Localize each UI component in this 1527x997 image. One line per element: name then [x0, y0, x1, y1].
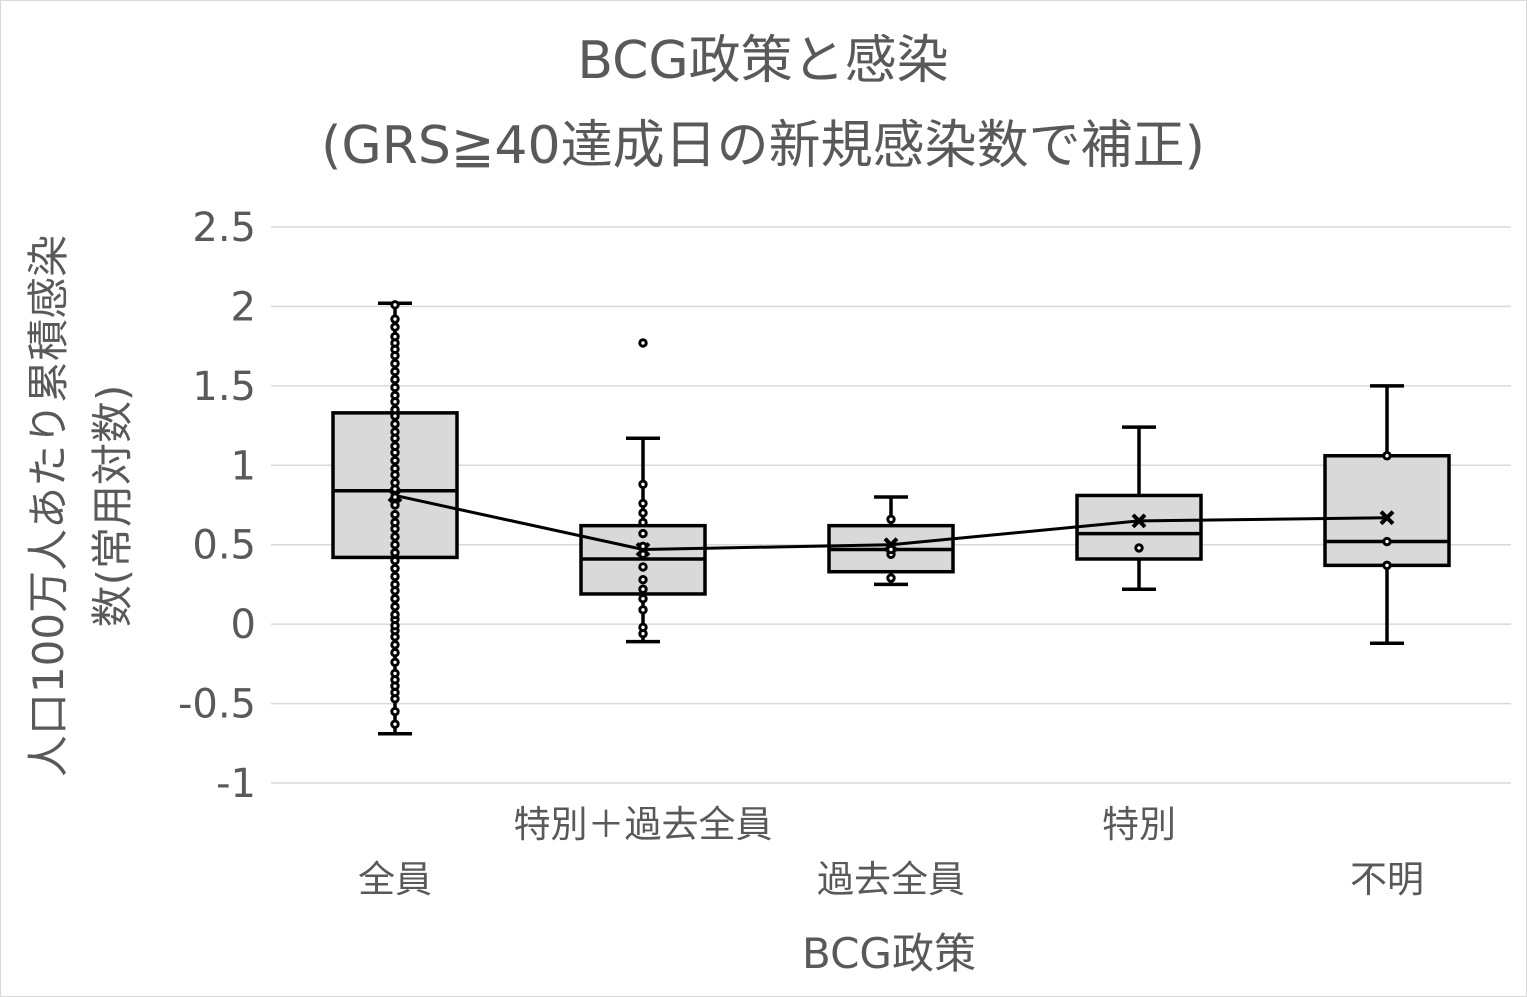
- y-tick-label: 1: [231, 443, 256, 489]
- data-points: [390, 300, 1392, 729]
- y-axis-title-line1: 人口100万人あたり累積感染: [24, 235, 73, 777]
- y-tick-label: 2.5: [192, 205, 256, 251]
- data-point: [390, 463, 400, 474]
- data-point: [390, 374, 400, 385]
- data-point: [638, 498, 648, 509]
- data-point: [390, 540, 400, 550]
- category-label: 不明: [1350, 858, 1424, 901]
- data-point: [1382, 536, 1392, 547]
- data-point: [390, 441, 400, 451]
- mean-marker-stroke: [1131, 513, 1147, 529]
- data-point: [390, 314, 400, 324]
- data-point: [886, 573, 896, 583]
- data-point: [390, 382, 400, 393]
- data-point: [390, 300, 400, 310]
- data-point: [390, 509, 400, 520]
- data-point: [638, 528, 648, 539]
- data-point: [390, 366, 400, 377]
- data-point: [390, 455, 400, 466]
- data-point: [390, 594, 400, 604]
- data-point: [638, 508, 648, 518]
- data-point: [390, 492, 400, 502]
- data-point: [390, 719, 400, 729]
- data-point: [390, 601, 400, 612]
- data-point: [390, 404, 400, 415]
- mean-marker: [1131, 513, 1147, 529]
- category-label: 全員: [358, 858, 432, 901]
- data-point: [390, 555, 400, 566]
- data-point: [390, 532, 400, 542]
- data-point: [390, 657, 400, 667]
- y-tick-label: 2: [231, 284, 256, 330]
- data-point: [886, 514, 896, 524]
- data-point: [638, 574, 648, 585]
- box: [1323, 454, 1451, 568]
- data-point: [886, 544, 896, 555]
- y-tick-label: -1: [216, 761, 256, 807]
- data-point: [390, 322, 400, 332]
- data-point: [390, 331, 400, 342]
- y-tick-label: 0: [231, 602, 256, 648]
- data-point: [638, 584, 648, 594]
- data-point: [390, 668, 400, 679]
- mean-marker-stroke: [1379, 510, 1395, 526]
- box-group: [1075, 425, 1203, 591]
- y-tick-labels: 2.5 2 1.5 1 0.5 0 -0.5 -1: [178, 205, 256, 807]
- data-point: [1382, 451, 1392, 461]
- y-axis-title-line2: 数(常用対数): [88, 385, 137, 628]
- data-point: [638, 562, 648, 572]
- data-point: [390, 706, 400, 717]
- data-point: [638, 479, 648, 490]
- data-point: [638, 605, 648, 615]
- data-point: [390, 500, 400, 510]
- data-point: [390, 517, 400, 528]
- data-point: [390, 419, 400, 429]
- data-point: [390, 571, 400, 582]
- data-point: [390, 579, 400, 590]
- data-point: [638, 541, 648, 552]
- y-tick-label: -0.5: [178, 682, 256, 728]
- data-point: [638, 622, 648, 633]
- data-point: [390, 547, 400, 558]
- data-point: [390, 563, 400, 574]
- y-axis-title: 人口100万人あたり累積感染 数(常用対数): [24, 235, 137, 777]
- x-axis-title: BCG政策: [802, 929, 976, 978]
- data-point: [638, 517, 648, 528]
- data-point: [390, 648, 400, 658]
- y-tick-label: 0.5: [192, 523, 256, 569]
- data-point: [390, 390, 400, 401]
- box-group: [1323, 384, 1451, 645]
- data-point: [390, 640, 400, 650]
- data-point: [1382, 560, 1392, 571]
- mean-marker: [1379, 510, 1395, 526]
- category-label: 特別: [1102, 803, 1176, 846]
- y-tick-label: 1.5: [192, 364, 256, 410]
- data-point: [390, 478, 400, 488]
- data-point: [638, 338, 648, 348]
- chart-title-line2: (GRS≧40達成日の新規感染数で補正): [321, 116, 1205, 176]
- category-label: 過去全員: [817, 858, 965, 901]
- data-point: [390, 609, 400, 620]
- data-point: [390, 427, 400, 437]
- data-point: [638, 549, 648, 559]
- chart-title-line1: BCG政策と感染: [577, 31, 948, 91]
- data-point: [1134, 543, 1144, 553]
- category-label: 特別＋過去全員: [514, 803, 773, 846]
- data-point: [390, 358, 400, 369]
- data-point: [638, 594, 648, 604]
